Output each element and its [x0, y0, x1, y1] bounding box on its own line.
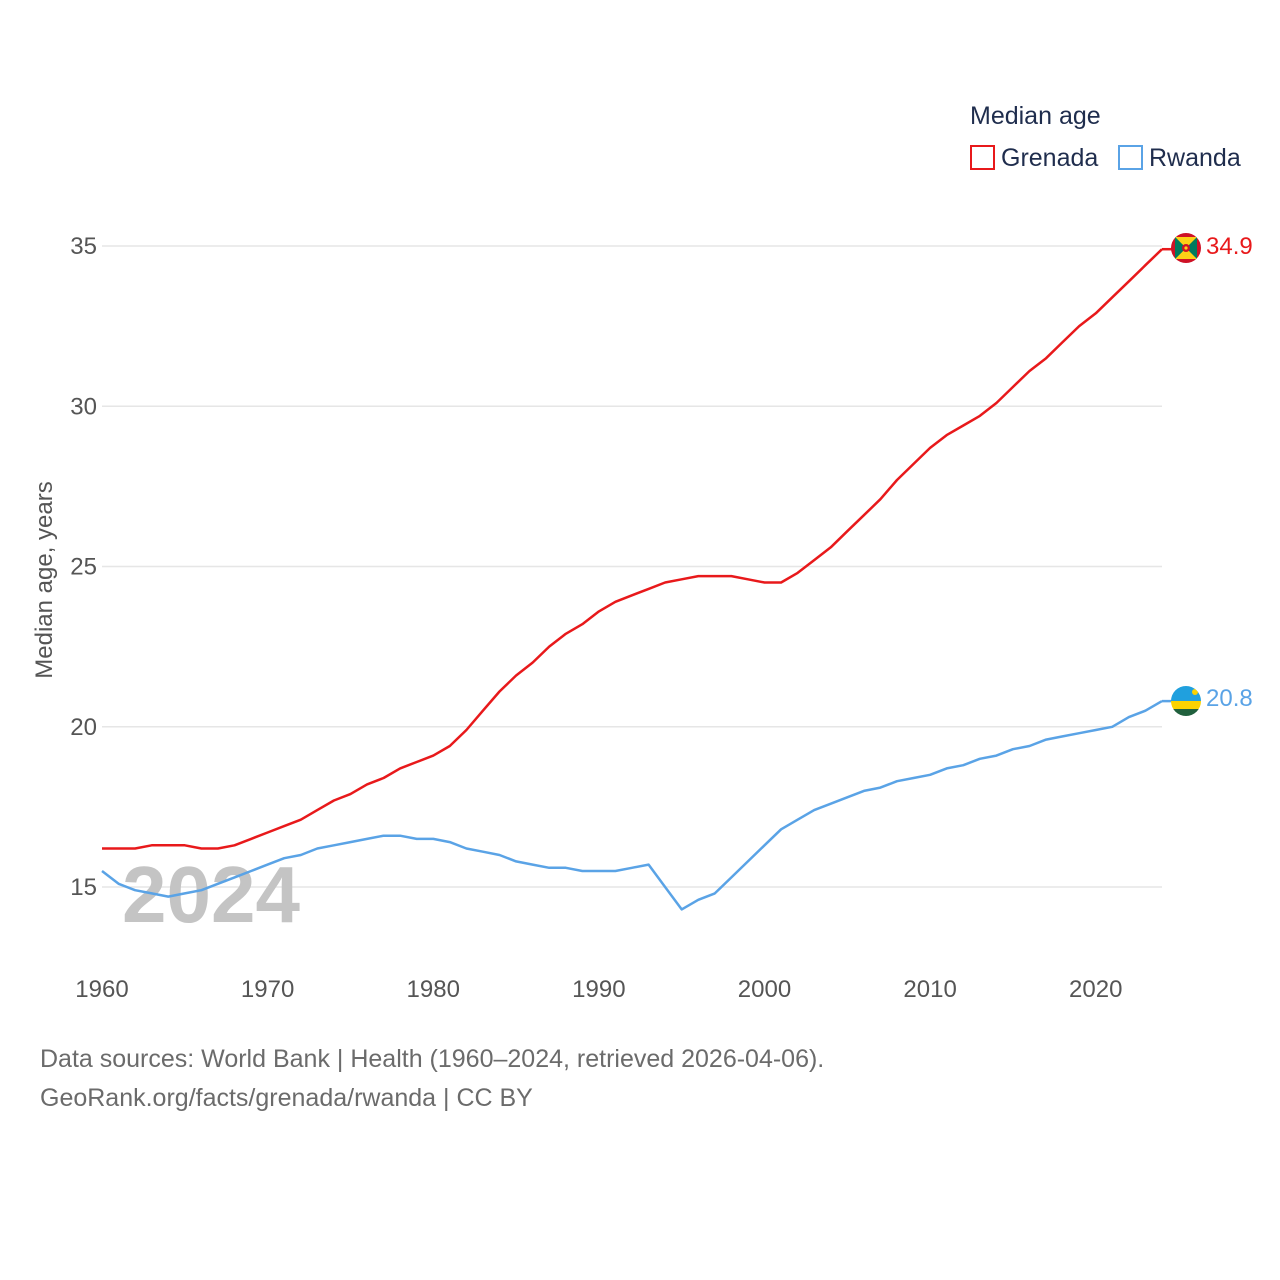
end-label-rwanda: 20.8: [1206, 685, 1253, 712]
legend-label-grenada: Grenada: [1001, 144, 1098, 172]
gridlines: [102, 245, 1162, 888]
series-line-grenada: [102, 248, 1163, 850]
series-lines: [101, 247, 1172, 911]
y-axis-title: Median age, years: [31, 481, 58, 678]
footer-credit: GeoRank.org/facts/grenada/rwanda | CC BY: [40, 1084, 533, 1112]
legend-title: Median age: [970, 102, 1101, 130]
legend: Median age Grenada Rwanda: [970, 102, 1241, 172]
end-label-grenada: 34.9: [1206, 233, 1253, 260]
x-tick-label-2010: 2010: [903, 976, 956, 1003]
y-tick-label-35: 35: [70, 233, 97, 260]
x-tick-label-1970: 1970: [241, 976, 294, 1003]
y-axis: 15 20 25 30 35: [70, 233, 97, 901]
x-axis: 1960 1970 1980 1990 2000 2010 2020: [75, 976, 1122, 1003]
x-tick-label-1990: 1990: [572, 976, 625, 1003]
x-tick-label-1980: 1980: [407, 976, 460, 1003]
footer-sources: Data sources: World Bank | Health (1960–…: [40, 1045, 825, 1073]
y-tick-label-30: 30: [70, 393, 97, 420]
y-tick-label-20: 20: [70, 714, 97, 741]
legend-label-rwanda: Rwanda: [1149, 144, 1241, 172]
legend-swatch-grenada: [970, 145, 995, 170]
legend-swatch-rwanda: [1118, 145, 1143, 170]
grenada-flag-icon: [1171, 233, 1201, 263]
x-tick-label-2000: 2000: [738, 976, 791, 1003]
series-line-rwanda: [101, 700, 1163, 911]
y-tick-label-25: 25: [70, 554, 97, 581]
x-tick-label-2020: 2020: [1069, 976, 1122, 1003]
rwanda-flag-icon: [1171, 686, 1201, 716]
x-tick-label-1960: 1960: [75, 976, 128, 1003]
y-tick-label-15: 15: [70, 874, 97, 901]
